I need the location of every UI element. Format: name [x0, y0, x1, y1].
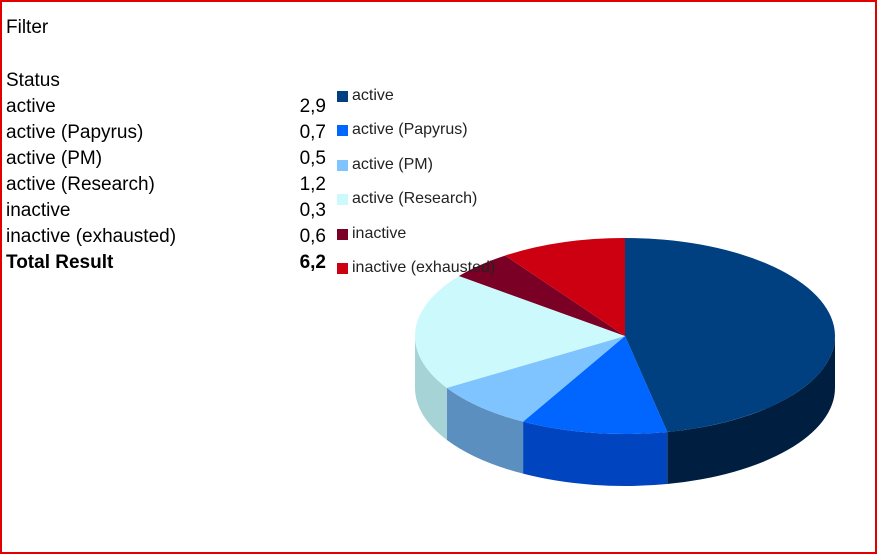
- legend-swatch: [337, 90, 348, 102]
- row-value: 1,2: [299, 174, 326, 195]
- row-value: 2,9: [299, 96, 326, 117]
- status-header: Status: [6, 70, 60, 91]
- legend-item: active: [337, 86, 394, 106]
- pie-slice: [415, 276, 625, 388]
- filter-label: Filter: [6, 17, 49, 38]
- row-label: active: [6, 96, 56, 117]
- legend-item: active (Research): [337, 189, 477, 209]
- legend-item: inactive (exhausted): [337, 258, 495, 278]
- pie-slice-side: [667, 336, 835, 484]
- row-label: active (PM): [6, 148, 103, 169]
- total-label: Total Result: [6, 252, 114, 273]
- row-value: 0,3: [299, 200, 326, 221]
- pie-slice-side: [446, 387, 524, 474]
- row-value: 0,6: [299, 226, 326, 247]
- row-value: 0,7: [299, 122, 326, 143]
- row-value: 0,5: [299, 148, 326, 169]
- legend-swatch: [337, 159, 348, 171]
- legend-label: active: [352, 87, 394, 104]
- legend-swatch: [337, 124, 348, 136]
- legend-label: active (Research): [352, 190, 478, 207]
- row-label: inactive: [6, 200, 71, 221]
- legend-item: inactive: [337, 224, 406, 244]
- pie-slice-side: [523, 421, 668, 486]
- legend-item: active (PM): [337, 155, 433, 175]
- pie-tops: [415, 238, 835, 435]
- pie-slice-side: [415, 336, 447, 440]
- pie-slice: [625, 238, 835, 432]
- legend-swatch: [337, 193, 348, 205]
- pie-slice: [446, 336, 625, 422]
- legend-label: active (Papyrus): [352, 121, 468, 138]
- total-value: 6,2: [299, 252, 326, 273]
- legend-swatch: [337, 228, 348, 240]
- legend-label: active (PM): [352, 156, 433, 173]
- legend-label: inactive: [352, 225, 407, 242]
- pie-slice: [458, 255, 625, 336]
- pie-sides: [415, 336, 835, 486]
- legend-item: active (Papyrus): [337, 120, 468, 140]
- row-label: active (Research): [6, 174, 155, 195]
- legend-label: inactive (exhausted): [352, 259, 496, 276]
- pie-slice: [505, 238, 625, 336]
- row-label: active (Papyrus): [6, 122, 144, 143]
- row-label: inactive (exhausted): [6, 226, 177, 247]
- legend-swatch: [337, 262, 348, 274]
- pie-slice: [523, 336, 668, 435]
